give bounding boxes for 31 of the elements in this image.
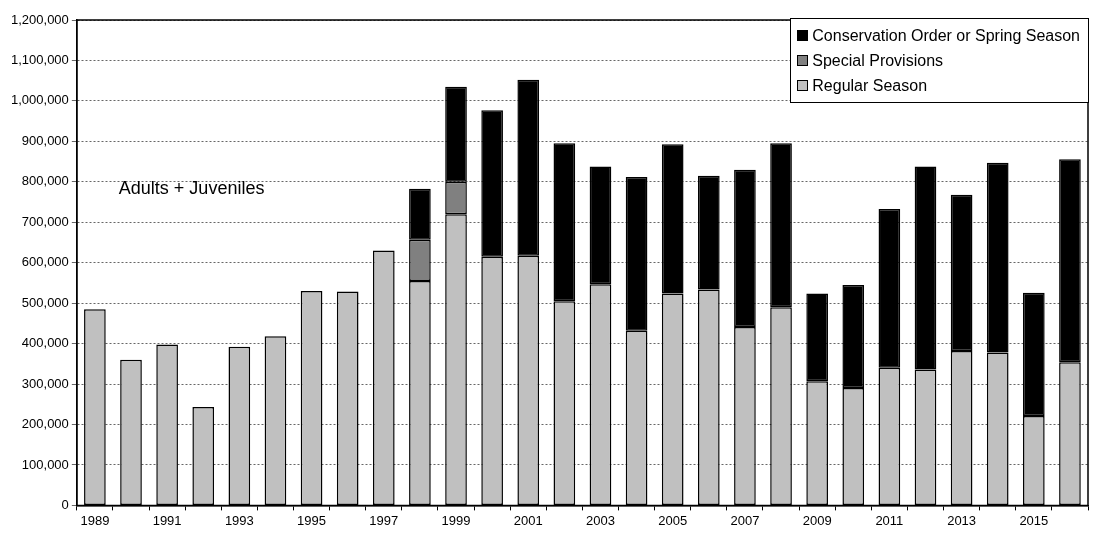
y-tick-label: 100,000 [21,456,69,472]
x-tick-label: 2009 [802,512,832,528]
y-tick-label: 1,200,000 [10,11,69,27]
x-tick-label: 1999 [441,512,471,528]
legend-label: Special Provisions [812,51,944,70]
y-tick-label: 900,000 [21,132,69,148]
y-tick-label: 0 [61,496,69,512]
y-tick-label: 600,000 [21,254,69,270]
x-tick-label: 1997 [369,512,399,528]
legend-label: Conservation Order or Spring Season [812,26,1080,45]
x-tick-label: 2011 [875,512,904,528]
annotation: Adults + Juveniles [118,178,265,199]
x-tick-label: 2005 [658,512,688,528]
x-tick-label: 2007 [730,512,760,528]
x-tick-label: 2001 [513,512,543,528]
y-tick-label: 1,100,000 [10,52,69,68]
x-tick-label: 2015 [1019,512,1049,528]
y-tick-label: 500,000 [21,294,69,310]
x-tick-label: 1995 [297,512,327,528]
x-tick-label: 2013 [947,512,977,528]
x-tick-label: 2003 [586,512,615,528]
y-tick-label: 700,000 [21,213,69,229]
legend-label: Regular Season [812,76,928,95]
y-tick-label: 300,000 [21,375,69,391]
x-tick-label: 1991 [152,512,182,528]
y-tick-label: 800,000 [21,173,69,189]
y-tick-label: 200,000 [21,416,69,432]
x-tick-label: 1993 [224,512,254,528]
x-tick-label: 1989 [80,512,110,528]
y-tick-label: 400,000 [21,335,69,351]
y-tick-label: 1,000,000 [10,92,69,108]
